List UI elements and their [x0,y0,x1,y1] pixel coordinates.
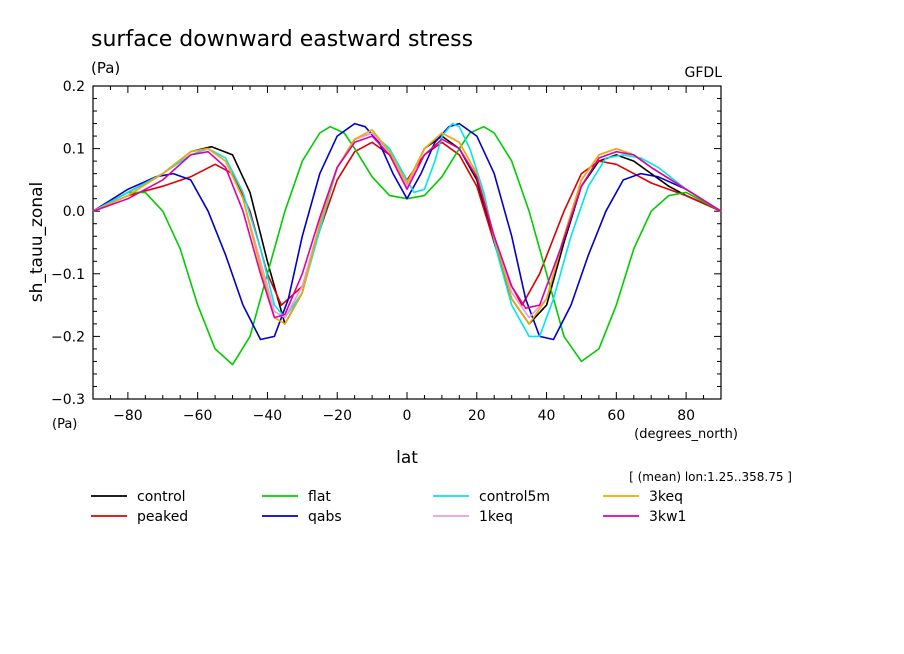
legend-item-3kw1: 3kw1 [603,509,686,525]
x-tick-label: −60 [183,408,213,424]
legend-item-control: control [91,489,186,505]
legend-label: control [137,489,186,505]
legend: control flat control5m 3keq peaked qabs 1keq 3k… [91,489,686,525]
y-axis-units: (Pa) [52,417,77,432]
x-tick-label: −40 [253,408,283,424]
x-tick-labels: −80 −60 −40 −20 0 20 40 60 80 [113,408,695,424]
legend-label: flat [308,489,331,505]
legend-label: control5m [479,489,550,505]
legend-item-qabs: qabs [262,509,342,525]
plot-area [92,85,722,400]
x-tick-label: 20 [468,408,486,424]
legend-label: 1keq [479,509,513,525]
series-line-peaked [92,141,722,306]
series-line-flat [92,125,722,366]
y-tick-labels: −0.3 −0.2 −0.1 0.0 0.1 0.2 [51,79,85,408]
series-line-3kw1 [92,135,722,319]
x-tick-label: 80 [677,408,695,424]
legend-label: 3keq [649,489,683,505]
x-tick-label: 40 [538,408,556,424]
y-tick-label: −0.2 [51,329,85,345]
x-tick-label: 0 [403,408,412,424]
source-label: GFDL [685,65,723,81]
axis-ticks [92,85,722,400]
chart-title: surface downward eastward stress [91,27,473,52]
x-axis-units: (degrees_north) [634,427,738,442]
x-tick-label: 60 [607,408,625,424]
series-line-1keq [92,132,722,319]
legend-item-control5m: control5m [433,489,550,505]
y-tick-label: 0.2 [63,79,85,95]
series-line-control5m [92,122,722,338]
x-tick-label: −80 [113,408,143,424]
legend-label: 3kw1 [649,509,686,525]
y-tick-label: 0.1 [63,142,85,158]
series-line-qabs [92,122,722,341]
y-tick-label: −0.3 [51,392,85,408]
legend-item-3keq: 3keq [603,489,683,505]
series-lines [92,122,722,366]
legend-item-flat: flat [262,489,331,505]
y-axis-label: sh_tauu_zonal [27,182,47,303]
x-axis-label: lat [396,448,418,468]
legend-item-1keq: 1keq [433,509,513,525]
series-line-control [92,132,722,325]
y-tick-label: −0.1 [51,267,85,283]
legend-label: qabs [308,509,342,525]
series-line-3keq [92,129,722,325]
x-tick-label: −20 [322,408,352,424]
subset-note: [ (mean) lon:1.25..358.75 ] [629,470,792,484]
legend-item-peaked: peaked [91,509,188,525]
y-tick-label: 0.0 [63,204,85,220]
legend-label: peaked [137,509,188,525]
title-units: (Pa) [91,59,120,77]
plot-frame [92,85,722,400]
